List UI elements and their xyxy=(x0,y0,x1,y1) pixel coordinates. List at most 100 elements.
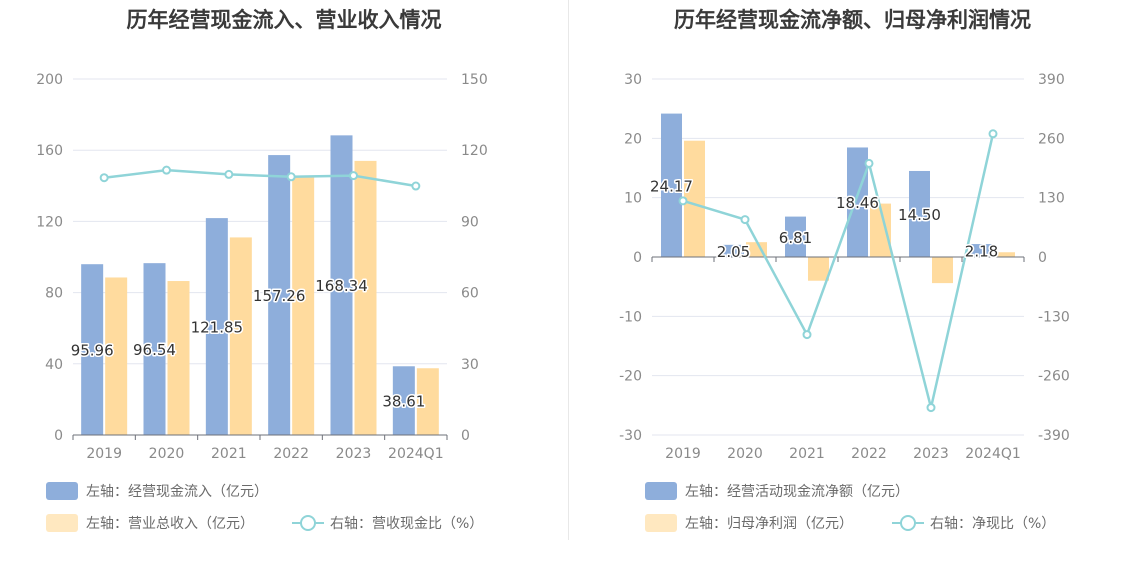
bar-secondary-2021 xyxy=(808,257,829,281)
cash-inflow-revenue-panel: 历年经营现金流入、营业收入情况 0 40 80 120 160 200 0 30 60 90 120… xyxy=(36,8,488,533)
x-tick-label: 2022 xyxy=(273,446,309,462)
legend-label: 右轴：营收现金比（%） xyxy=(330,516,484,532)
chart-title: 历年经营现金流净额、归母净利润情况 xyxy=(674,8,1031,32)
ratio-point-2023 xyxy=(349,171,358,181)
bar-2021 xyxy=(785,216,806,257)
x-tick-label: 2022 xyxy=(851,446,887,462)
ratio-point-2023 xyxy=(926,403,936,413)
bar-2022 xyxy=(847,147,868,257)
y-right-tick-label: -130 xyxy=(1038,309,1070,325)
legend-item-net-cash-ratio[interactable]: 右轴：净现比（%） xyxy=(892,513,1055,533)
bar-secondary-2024Q1 xyxy=(416,368,439,435)
bar-secondary-2022 xyxy=(292,176,315,435)
ratio-point-2022 xyxy=(864,158,874,168)
data-label: 96.54 xyxy=(133,341,176,359)
data-label: 2.05 xyxy=(717,243,750,261)
ratio-line xyxy=(682,133,995,408)
x-tick-label: 2019 xyxy=(665,446,701,462)
data-label: 6.81 xyxy=(779,229,812,247)
data-label: 18.46 xyxy=(836,194,879,212)
legend-item-cash-inflow[interactable]: 左轴：经营现金流入（亿元） xyxy=(46,481,268,501)
bar-2024Q1 xyxy=(971,244,992,257)
x-tick-label: 2023 xyxy=(336,446,372,462)
y-right-tick-label: 30 xyxy=(461,357,479,373)
data-label: 38.61 xyxy=(382,393,425,411)
y-left-tick-label: 20 xyxy=(624,131,642,147)
bar-secondary-2019 xyxy=(684,140,705,257)
bar-2024Q1 xyxy=(392,366,415,435)
ratio-point-2022 xyxy=(286,172,296,182)
data-label: 121.85 xyxy=(191,319,244,337)
x-tick-label: 2021 xyxy=(211,446,247,462)
y-right-tick-label: 120 xyxy=(461,143,488,159)
net-cash-flow-profit-panel: 历年经营现金流净额、归母净利润情况 -30 -20 -10 0 10 20 30 -390 -2… xyxy=(571,0,1134,582)
y-left-tick-label: 160 xyxy=(36,143,63,159)
data-label: 14.50 xyxy=(898,206,941,224)
bar-2023 xyxy=(330,135,353,435)
y-left-tick-label: 80 xyxy=(45,286,63,302)
bar-secondary-2020 xyxy=(746,242,767,257)
ratio-point-2020 xyxy=(162,165,171,175)
ratio-point-2024Q1 xyxy=(988,129,998,139)
data-label: 24.17 xyxy=(650,177,693,195)
y-right-tick-label: 0 xyxy=(461,428,470,444)
y-left-tick-label: 0 xyxy=(54,428,63,444)
net-cash-flow-profit-chart: -30 -20 -10 0 10 20 30 -390 -260 -130 0 130 260 390 20… xyxy=(619,72,1070,462)
bar-2023 xyxy=(909,170,930,257)
data-label: 2.18 xyxy=(965,243,998,261)
bar-secondary-2019 xyxy=(105,277,128,435)
legend-item-cash-revenue-ratio[interactable]: 右轴：营收现金比（%） xyxy=(292,513,483,533)
ratio-point-2019 xyxy=(678,196,688,206)
data-label: 157.26 xyxy=(253,287,306,305)
panel-divider xyxy=(568,0,569,540)
x-tick-label: 2020 xyxy=(149,446,185,462)
y-left-tick-label: -10 xyxy=(619,309,642,325)
ratio-line xyxy=(104,168,417,188)
bar-secondary-2024Q1 xyxy=(994,252,1015,257)
cash-inflow-revenue-chart: 0 40 80 120 160 200 0 30 60 90 120 150 2019 2020 2021 2… xyxy=(36,72,488,462)
legend-label: 右轴：净现比（%） xyxy=(930,516,1056,532)
legend-swatch xyxy=(645,514,677,532)
bar-secondary-2021 xyxy=(229,237,252,435)
ratio-point-2021 xyxy=(802,330,812,340)
legend-line-swatch xyxy=(292,514,324,532)
ratio-point-2019 xyxy=(99,173,109,183)
y-right-tick-label: 130 xyxy=(1038,191,1065,207)
y-right-tick-label: 0 xyxy=(1038,250,1047,266)
y-right-tick-label: 260 xyxy=(1038,131,1065,147)
bar-secondary-2022 xyxy=(870,203,891,257)
bar-secondary-2023 xyxy=(932,257,953,284)
legend-line-swatch xyxy=(892,514,924,532)
bar-secondary-2020 xyxy=(167,281,190,435)
bar-2020 xyxy=(143,263,166,435)
legend-item-revenue[interactable]: 左轴：营业总收入（亿元） xyxy=(46,513,254,533)
bar-2021 xyxy=(205,218,228,435)
x-tick-label: 2020 xyxy=(727,446,763,462)
y-left-tick-label: 10 xyxy=(624,191,642,207)
chart-title: 历年经营现金流入、营业收入情况 xyxy=(126,8,442,32)
x-tick-label: 2024Q1 xyxy=(388,446,444,462)
y-left-tick-label: 30 xyxy=(624,72,642,88)
y-left-tick-label: 200 xyxy=(36,72,63,88)
y-left-tick-label: 0 xyxy=(633,250,642,266)
y-left-tick-label: -30 xyxy=(619,428,642,444)
y-right-tick-label: 150 xyxy=(461,72,488,88)
bar-2019 xyxy=(81,264,104,435)
ratio-point-2020 xyxy=(740,215,750,225)
bar-2020 xyxy=(723,244,744,257)
bar-secondary-2023 xyxy=(354,160,377,435)
y-left-tick-label: 120 xyxy=(36,214,63,230)
legend-item-net-operating-cash-flow[interactable]: 左轴：经营活动现金流净额（亿元） xyxy=(645,481,909,501)
legend-item-net-profit[interactable]: 左轴：归母净利润（亿元） xyxy=(645,513,853,533)
x-tick-label: 2023 xyxy=(913,446,949,462)
y-right-tick-label: 90 xyxy=(461,214,479,230)
legend-swatch xyxy=(46,514,78,532)
data-label: 95.96 xyxy=(71,342,114,360)
bar-2019 xyxy=(661,113,682,257)
legend-swatch xyxy=(645,482,677,500)
x-tick-label: 2021 xyxy=(789,446,825,462)
x-tick-label: 2019 xyxy=(86,446,122,462)
data-label: 168.34 xyxy=(315,277,368,295)
legend-label: 左轴：经营现金流入（亿元） xyxy=(86,484,268,500)
y-right-tick-label: -390 xyxy=(1038,428,1070,444)
